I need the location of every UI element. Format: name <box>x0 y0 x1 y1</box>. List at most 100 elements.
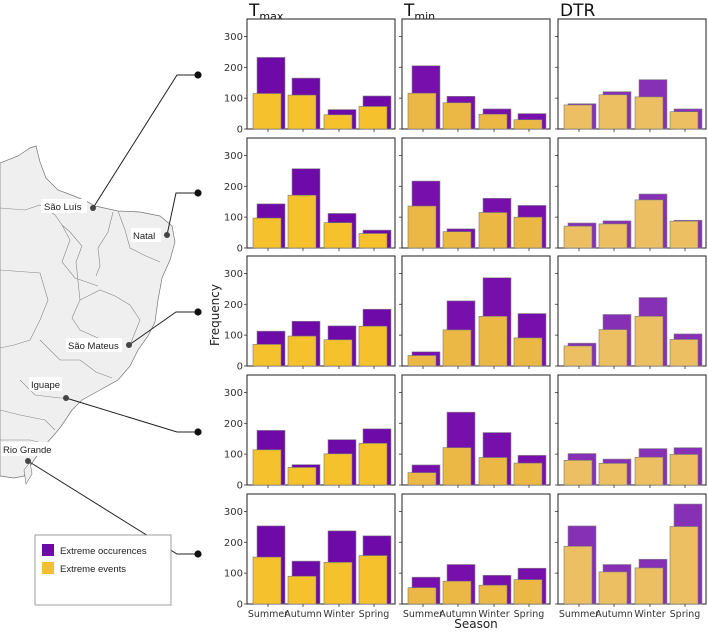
y-tick-label: 100 <box>224 569 243 580</box>
x-tick-label: Spring <box>514 609 545 620</box>
bar-events-autumn <box>598 571 628 605</box>
bar-events-spring <box>669 111 699 130</box>
x-tick-label: Winter <box>478 609 509 620</box>
bar-events-spring <box>669 526 699 605</box>
bar-events-spring <box>513 337 543 367</box>
bar-events-autumn <box>598 329 628 367</box>
bar-events-summer <box>563 345 593 367</box>
title-main: T <box>403 1 415 21</box>
bar-events-autumn <box>598 94 628 130</box>
panel-dtr-row-3 <box>555 255 707 369</box>
bar-events-summer <box>407 472 437 486</box>
bar-events-summer <box>252 449 282 486</box>
column-title-dtr: DTR <box>560 1 595 21</box>
bar-events-summer <box>407 92 437 130</box>
bar-events-winter <box>634 567 664 605</box>
bar-events-spring <box>513 579 543 605</box>
x-tick-label: Spring <box>670 609 701 620</box>
y-tick-label: 0 <box>237 481 243 492</box>
bar-events-summer <box>407 587 437 605</box>
y-tick-label: 0 <box>237 362 243 373</box>
y-tick-label: 200 <box>224 538 243 549</box>
state-borders <box>0 204 161 445</box>
station-label-rio-grande: Rio Grande <box>3 445 52 456</box>
bar-events-autumn <box>598 223 628 249</box>
bar-events-winter <box>323 453 353 486</box>
bar-events-spring <box>358 443 388 486</box>
y-tick-label: 100 <box>224 94 243 105</box>
panel-grid: Tmax Tmin DTR01002003000100200300010020030… <box>224 1 707 620</box>
y-tick-label: 200 <box>224 300 243 311</box>
bar-events-winter <box>478 584 508 605</box>
y-tick-label: 0 <box>237 125 243 136</box>
bar-events-autumn <box>287 575 317 605</box>
panel-dtr-row-4 <box>555 374 707 488</box>
bar-events-spring <box>513 216 543 249</box>
station-labels: São Luís Natal São Mateus Iguape Rio Gra… <box>1 199 161 456</box>
bar-events-summer <box>252 556 282 605</box>
station-label-natal: Natal <box>133 231 155 242</box>
bar-events-summer <box>407 205 437 249</box>
bar-events-spring <box>358 325 388 367</box>
x-tick-label: Autumn <box>284 609 322 620</box>
y-tick-label: 0 <box>237 600 243 611</box>
bar-events-spring <box>513 462 543 486</box>
station-label-sao-mateus: São Mateus <box>68 341 119 352</box>
connectors <box>27 74 198 555</box>
bar-events-autumn <box>287 94 317 130</box>
bar-events-winter <box>323 339 353 367</box>
y-tick-label: 300 <box>224 151 243 162</box>
y-tick-label: 300 <box>224 32 243 43</box>
bar-events-spring <box>358 233 388 249</box>
y-tick-label: 300 <box>224 388 243 399</box>
bar-events-spring <box>669 339 699 367</box>
bar-events-spring <box>358 555 388 605</box>
station-label-iguape: Iguape <box>31 380 60 391</box>
y-tick-label: 100 <box>224 450 243 461</box>
connector-end-dots <box>194 71 202 558</box>
bar-events-winter <box>323 222 353 249</box>
bar-events-spring <box>513 119 543 130</box>
bar-events-summer <box>252 93 282 130</box>
map-brazil-east-coast: São Luís Natal São Mateus Iguape Rio Gra… <box>0 71 202 558</box>
bar-events-autumn <box>287 194 317 249</box>
bar-events-winter <box>478 457 508 486</box>
bar-events-summer <box>563 545 593 605</box>
x-tick-label: Winter <box>323 609 354 620</box>
panel-tmax-row-1: 0 100 200 300 <box>224 18 396 136</box>
y-tick-label: 200 <box>224 419 243 430</box>
bar-events-winter <box>634 456 664 486</box>
panel-tmin-row-2 <box>399 137 551 251</box>
panel-tmax-row-3: 0 100 200 300 <box>224 255 396 373</box>
bar-events-autumn <box>442 447 472 486</box>
bar-events-autumn <box>442 580 472 605</box>
y-tick-label: 300 <box>224 269 243 280</box>
bar-events-winter <box>634 199 664 249</box>
bar-events-autumn <box>598 463 628 486</box>
bar-events-summer <box>252 344 282 367</box>
x-axis-label: Season <box>454 617 498 631</box>
panel-tmin-row-1 <box>399 18 551 132</box>
bar-events-summer <box>563 225 593 249</box>
x-tick-label: Winter <box>634 609 665 620</box>
station-label-sao-luis: São Luís <box>44 202 82 213</box>
bar-events-winter <box>323 562 353 605</box>
x-tick-label: Spring <box>359 609 390 620</box>
x-tick-label: Autumn <box>595 609 633 620</box>
x-tick-label: Summer <box>403 609 443 620</box>
panel-tmax-row-2: 0 100 200 300 <box>224 137 396 255</box>
panel-dtr-row-1 <box>555 18 707 132</box>
bar-events-summer <box>563 104 593 130</box>
y-tick-label: 300 <box>224 507 243 518</box>
legend-label-occurrences: Extreme occurences <box>60 546 147 557</box>
bar-events-winter <box>634 316 664 367</box>
bar-events-spring <box>669 220 699 249</box>
title-main: T <box>248 1 260 21</box>
x-tick-label: Summer <box>559 609 599 620</box>
legend-swatch-occurrences <box>42 544 54 556</box>
y-tick-label: 200 <box>224 63 243 74</box>
bar-events-spring <box>358 106 388 130</box>
bar-events-autumn <box>287 335 317 367</box>
